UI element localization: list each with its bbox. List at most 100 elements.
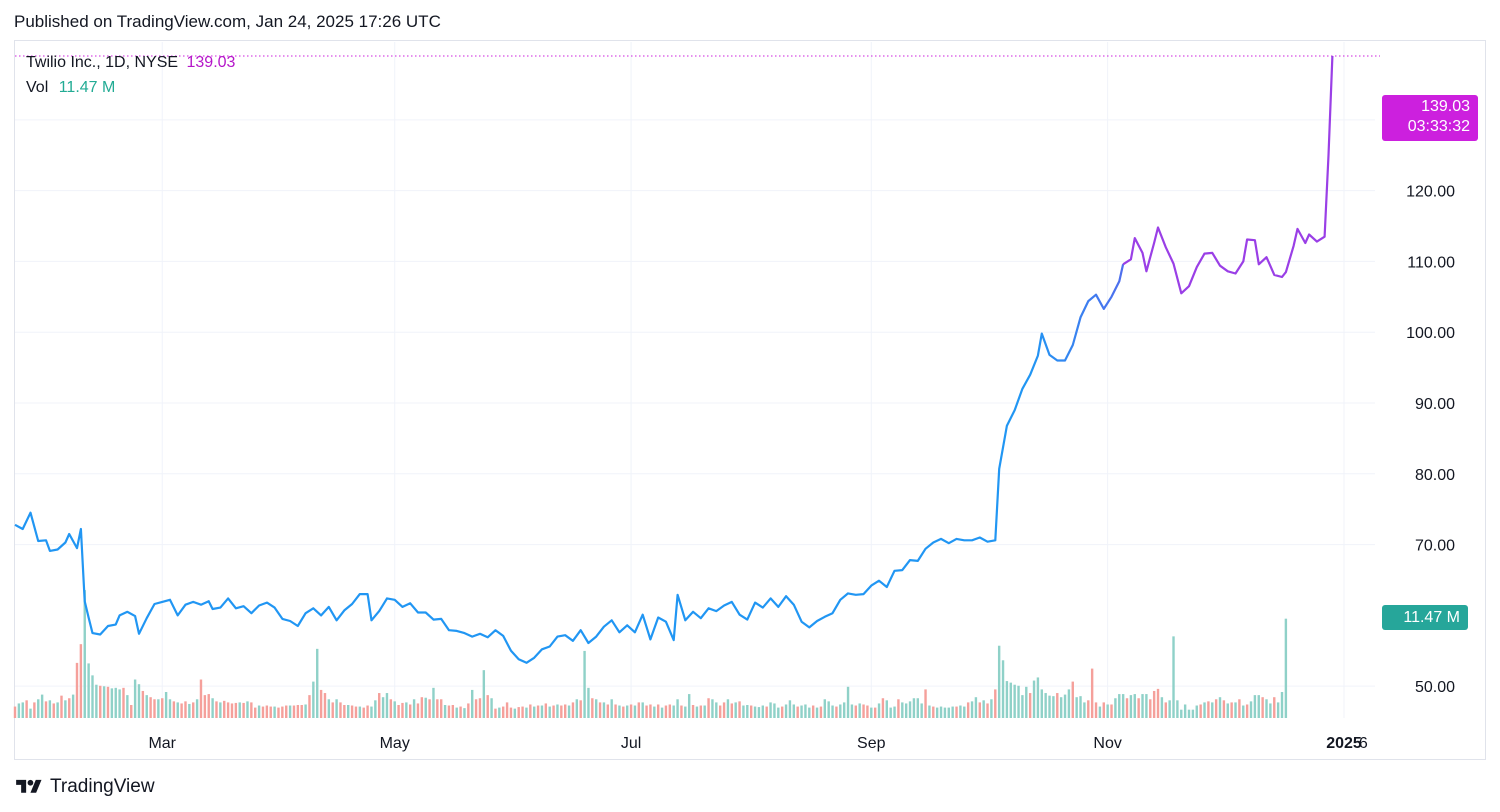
volume-bar	[1242, 705, 1245, 718]
volume-bar	[904, 703, 908, 718]
volume-bar	[1164, 702, 1167, 718]
volume-bar	[726, 699, 730, 718]
volume-bar	[870, 707, 873, 718]
volume-bar	[44, 701, 48, 718]
volume-bar	[48, 700, 52, 718]
volume-bar	[533, 706, 536, 718]
volume-bar	[1253, 695, 1257, 718]
volume-bar	[1075, 697, 1078, 718]
volume-bar	[653, 706, 656, 718]
volume-bar	[680, 705, 683, 718]
volume-bar	[1168, 700, 1171, 718]
y-tick-label: 100.00	[1406, 325, 1455, 342]
volume-bar	[463, 708, 466, 718]
volume-bar	[1280, 692, 1284, 718]
volume-bar	[660, 707, 664, 718]
volume-bar	[811, 705, 815, 718]
volume-bar	[1265, 699, 1268, 718]
volume-bar	[133, 679, 137, 718]
volume-bar	[87, 663, 90, 718]
volume-bar	[440, 699, 443, 718]
volume-bar	[1121, 694, 1125, 718]
volume-bar	[1257, 695, 1260, 718]
volume-bar	[211, 698, 214, 718]
volume-bar	[273, 706, 276, 718]
volume-bar	[827, 701, 830, 718]
volume-bar	[1276, 702, 1280, 718]
volume-bar	[1094, 702, 1098, 718]
volume-bar	[122, 687, 125, 718]
volume-bar	[75, 662, 79, 718]
volume-bar	[1238, 699, 1241, 718]
symbol-title: Twilio Inc., 1D, NYSE	[26, 54, 179, 71]
volume-bar	[858, 703, 861, 718]
volume-bar	[378, 693, 381, 718]
volume-bar	[447, 705, 451, 718]
last-price-tag: 139.03 03:33:32	[1382, 95, 1478, 141]
volume-bar	[1191, 709, 1195, 718]
volume-bar	[777, 707, 780, 718]
volume-bar	[1203, 702, 1206, 718]
volume-bar	[316, 648, 319, 718]
volume-bar	[490, 698, 493, 718]
x-tick-label: May	[380, 735, 410, 752]
volume-bar	[509, 707, 513, 718]
volume-bar	[106, 686, 110, 718]
volume-bar	[1133, 694, 1136, 718]
volume-bar	[978, 702, 981, 718]
volume-bar	[920, 703, 923, 718]
volume-bar	[114, 687, 117, 718]
volume-bar	[1110, 704, 1113, 718]
volume-bar	[1106, 704, 1109, 718]
volume-bar	[17, 703, 21, 718]
volume-bar	[633, 705, 637, 718]
volume-bar	[916, 698, 919, 718]
volume-bar	[1187, 709, 1191, 718]
volume-bar	[192, 702, 195, 718]
volume-bar	[478, 698, 482, 718]
footer-brand[interactable]: TradingView	[14, 776, 155, 798]
volume-bar	[1249, 701, 1253, 718]
volume-bar	[722, 702, 726, 718]
volume-bar	[288, 705, 292, 718]
volume-bar	[862, 704, 865, 718]
volume-bar	[1234, 702, 1237, 718]
volume-bar	[188, 703, 191, 718]
volume-bar	[184, 701, 187, 718]
volume-bar	[157, 699, 160, 718]
volume-bar	[1137, 698, 1140, 718]
volume-bar	[792, 704, 796, 718]
volume-bar	[866, 705, 869, 718]
volume-bar	[362, 707, 365, 718]
volume-bar	[881, 698, 885, 718]
volume-bar	[432, 687, 435, 718]
volume-bar	[1141, 694, 1144, 718]
volume-bar	[815, 707, 819, 718]
volume-bar	[525, 707, 528, 718]
bar-countdown: 03:33:32	[1407, 118, 1470, 135]
volume-bar	[990, 699, 993, 718]
price-lines	[14, 55, 1380, 664]
volume-bar	[234, 702, 238, 718]
volume-bar	[889, 707, 892, 718]
volume-bar	[459, 706, 462, 718]
volume-bar	[424, 697, 427, 718]
volume-bar	[366, 705, 369, 718]
y-tick-label: 120.00	[1406, 184, 1455, 201]
volume-bar	[153, 699, 156, 718]
volume-bar	[943, 707, 947, 718]
volume-bar	[393, 701, 396, 718]
volume-bar	[955, 706, 958, 718]
volume-bar	[761, 705, 765, 718]
volume-bar	[195, 699, 199, 718]
y-tick-label: 50.00	[1415, 679, 1455, 696]
volume-bar	[552, 705, 555, 718]
volume-bar	[622, 706, 625, 718]
volume-bar	[780, 706, 784, 718]
volume-bar	[540, 705, 544, 718]
volume-bar	[703, 705, 706, 718]
volume-bar	[819, 706, 823, 718]
volume-bar	[1013, 684, 1016, 718]
